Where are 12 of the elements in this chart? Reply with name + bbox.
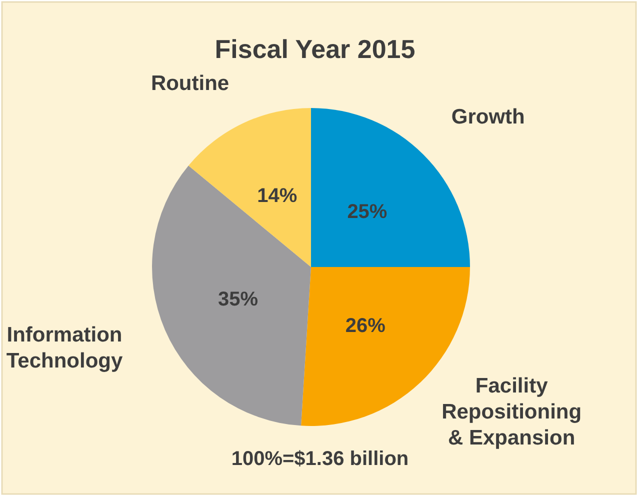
pie-slice: [188, 108, 311, 267]
slice-label: Routine: [150, 72, 230, 95]
slice-label: Information Technology: [6, 324, 123, 373]
pie-slice: [152, 166, 311, 426]
data-label: 25%: [347, 200, 388, 223]
text: 100%=$1.36 billion: [231, 448, 409, 470]
data-label: 14%: [257, 185, 298, 208]
slice-label: Growth: [451, 106, 525, 129]
data-label: 35%: [218, 288, 258, 311]
data-label: 26%: [345, 314, 386, 337]
chart-title: Fiscal Year 2015: [214, 34, 416, 64]
slice-label: Facility Repositioning & Expansion: [442, 374, 582, 450]
